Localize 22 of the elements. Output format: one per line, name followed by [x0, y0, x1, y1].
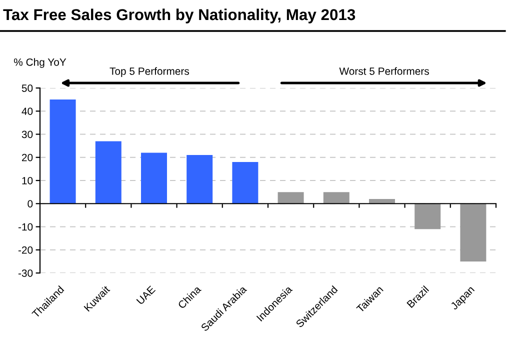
y-tick-label: 40 [22, 108, 33, 115]
y-axis-title: % Chg YoY [14, 58, 66, 68]
bar [95, 141, 122, 204]
y-tick-label: -20 [18, 246, 33, 254]
y-tick-label: 0 [28, 200, 33, 208]
text: Top 5 Performers [110, 67, 190, 77]
bar [50, 100, 76, 204]
y-tick-label: -30 [18, 270, 33, 277]
text: Worst 5 Performers [339, 67, 429, 75]
y-tick-label: 10 [22, 177, 33, 184]
bar [141, 152, 167, 204]
bar [278, 192, 304, 204]
bar [460, 204, 486, 262]
y-tick-label: 30 [22, 130, 33, 138]
y-tick-label: 20 [22, 154, 33, 162]
bar [414, 204, 441, 230]
y-tick-label: 50 [22, 84, 33, 92]
y-tick-label: -10 [18, 223, 33, 231]
bar [232, 162, 258, 204]
bar [323, 192, 350, 204]
chart-title: Tax Free Sales Growth by Nationality, May 2013 [3, 8, 356, 24]
bar [186, 155, 213, 204]
